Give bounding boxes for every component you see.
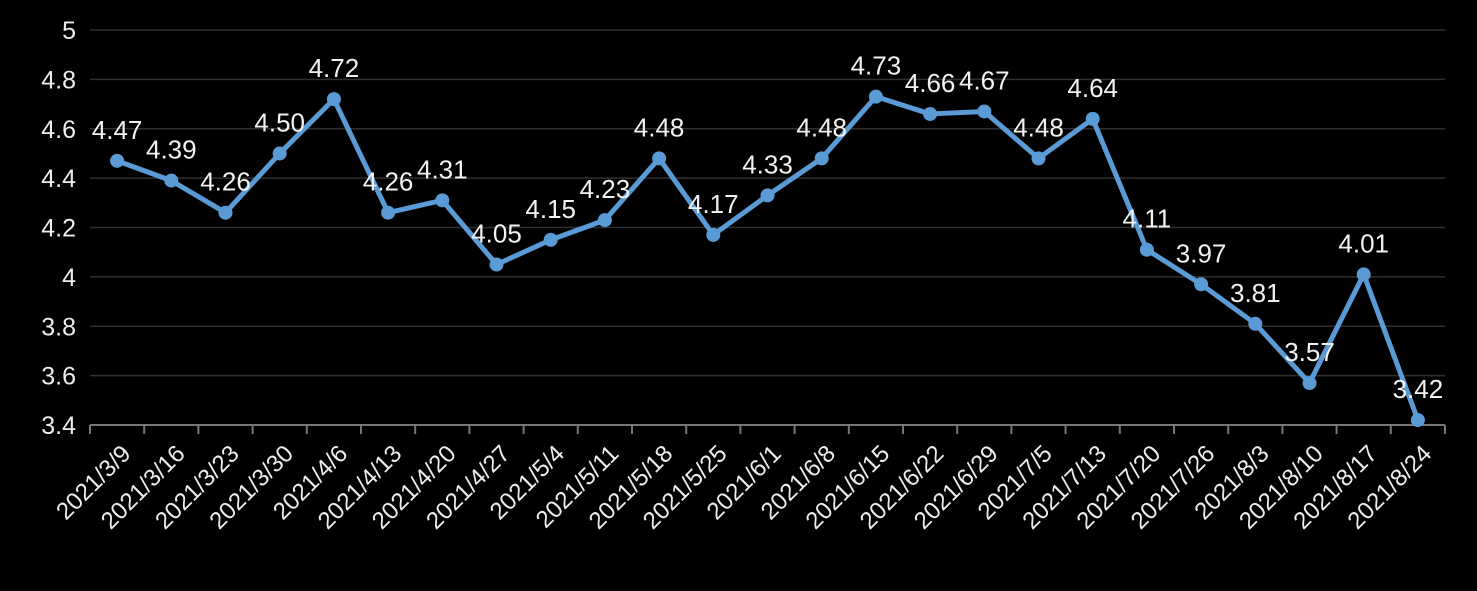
data-point-label: 4.48 — [1013, 112, 1064, 142]
data-point-marker — [489, 257, 504, 272]
data-point-label: 4.26 — [363, 167, 414, 197]
data-point-marker — [272, 146, 287, 161]
data-point-label: 3.81 — [1230, 278, 1281, 308]
data-point-marker — [1031, 151, 1046, 166]
data-point-marker — [1356, 267, 1371, 282]
data-point-marker — [706, 227, 721, 242]
data-point-marker — [164, 173, 179, 188]
data-point-label: 4.26 — [200, 167, 251, 197]
y-axis-tick-label: 4.8 — [41, 66, 76, 94]
data-point-label: 4.73 — [851, 51, 902, 81]
data-point-marker — [1085, 111, 1100, 126]
data-point-marker — [1248, 316, 1263, 331]
data-point-label: 4.50 — [254, 107, 305, 137]
data-point-label: 4.31 — [417, 154, 468, 184]
data-point-marker — [652, 151, 667, 166]
data-point-label: 4.33 — [742, 149, 793, 179]
data-point-label: 4.48 — [634, 112, 685, 142]
data-point-label: 4.48 — [796, 112, 847, 142]
data-point-marker — [1139, 242, 1154, 257]
y-axis-tick-label: 3.4 — [41, 412, 76, 440]
data-point-label: 3.97 — [1176, 238, 1227, 268]
data-point-label: 4.64 — [1067, 73, 1118, 103]
data-point-label: 4.17 — [688, 189, 739, 219]
data-point-label: 4.23 — [580, 174, 631, 204]
data-point-marker — [1194, 277, 1209, 292]
data-point-label: 4.01 — [1338, 228, 1389, 258]
y-axis-tick-label: 4.6 — [41, 116, 76, 144]
data-point-marker — [977, 104, 992, 119]
data-point-marker — [868, 89, 883, 104]
y-axis-tick-label: 5 — [62, 17, 76, 45]
data-point-marker — [923, 106, 938, 121]
data-point-label: 4.15 — [525, 194, 576, 224]
data-point-marker — [435, 193, 450, 208]
data-point-marker — [1410, 413, 1425, 428]
y-axis-tick-label: 3.8 — [41, 313, 76, 341]
y-axis-tick-label: 4.2 — [41, 215, 76, 243]
y-axis-tick-label: 4.4 — [41, 165, 76, 193]
data-point-label: 3.57 — [1284, 337, 1335, 367]
data-point-marker — [1302, 376, 1317, 391]
y-axis-tick-label: 4 — [62, 264, 76, 292]
data-point-marker — [760, 188, 775, 203]
data-point-label: 4.47 — [92, 115, 143, 145]
data-point-label: 3.42 — [1393, 374, 1444, 404]
data-point-marker — [381, 205, 396, 220]
data-point-marker — [597, 213, 612, 228]
data-point-marker — [543, 232, 558, 247]
data-point-label: 4.39 — [146, 135, 197, 165]
data-point-marker — [110, 153, 125, 168]
data-point-label: 4.66 — [905, 68, 956, 98]
data-point-marker — [326, 92, 341, 107]
data-point-marker — [814, 151, 829, 166]
data-point-marker — [218, 205, 233, 220]
data-point-label: 4.11 — [1123, 204, 1172, 234]
y-axis-tick-label: 3.6 — [41, 363, 76, 391]
data-point-label: 4.67 — [959, 65, 1010, 95]
data-point-label: 4.72 — [309, 53, 360, 83]
data-point-label: 4.05 — [471, 219, 522, 249]
